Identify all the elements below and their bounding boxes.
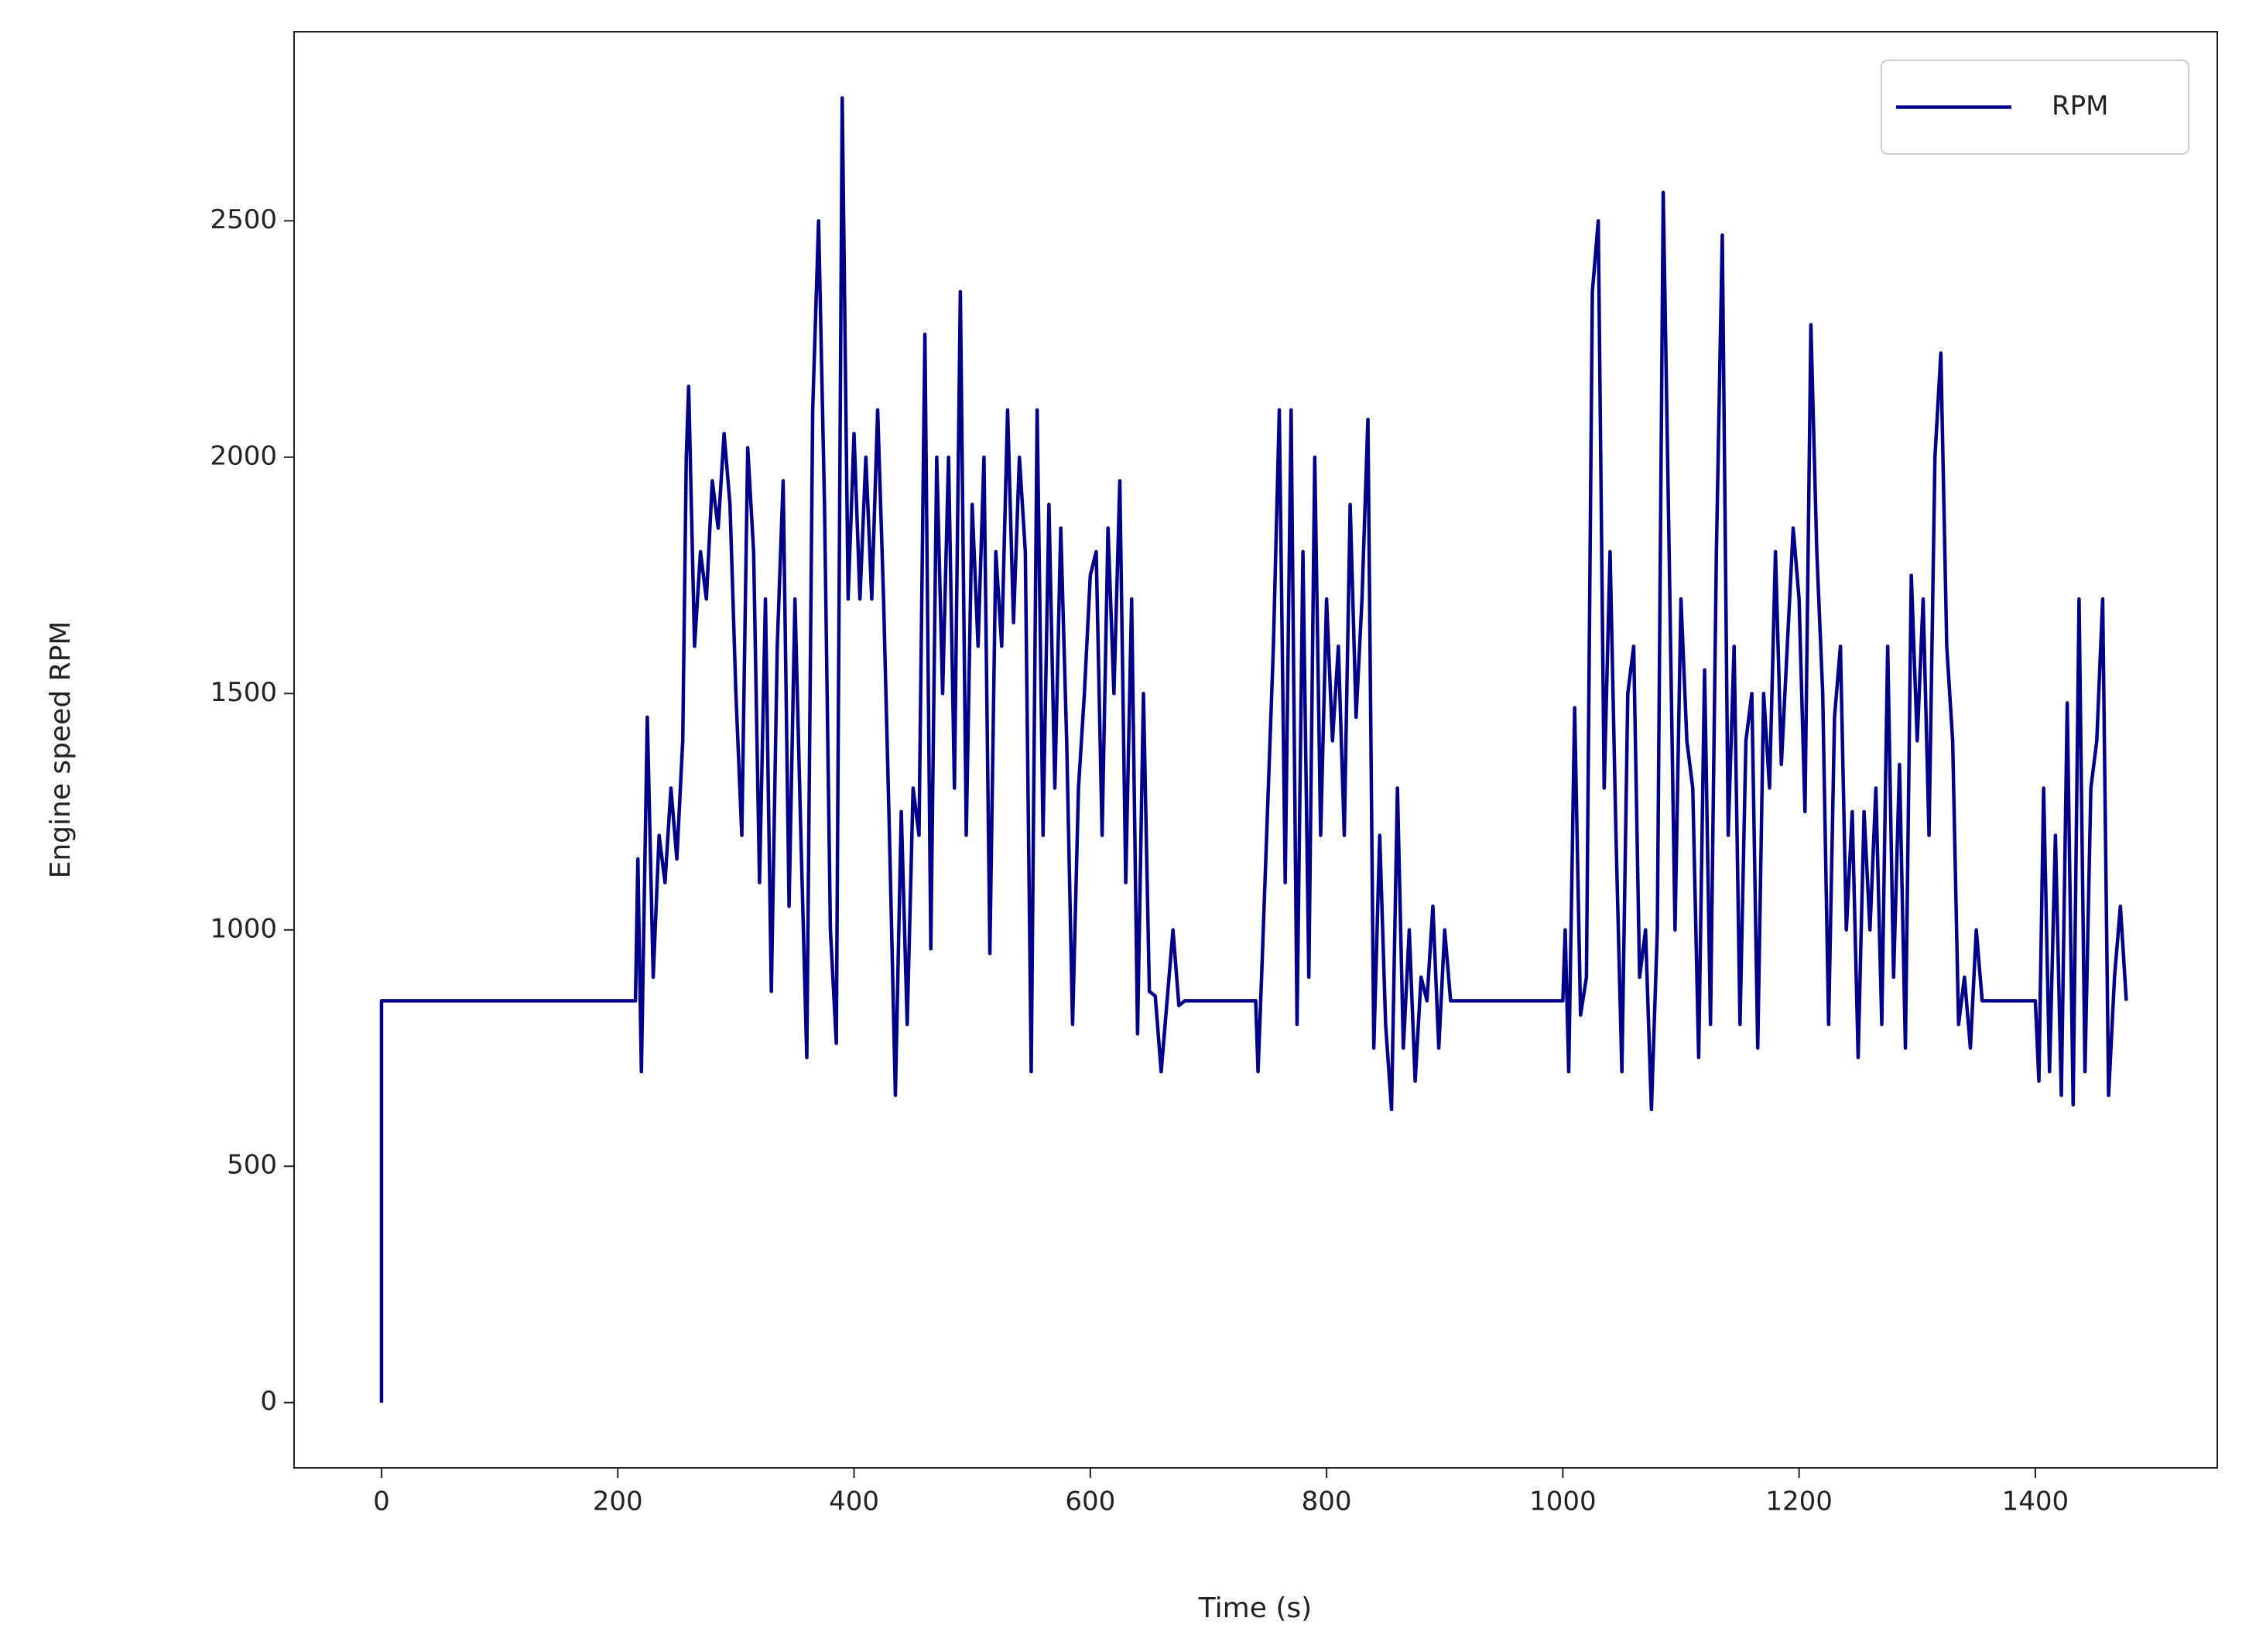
axes-frame [293, 31, 2218, 1469]
x-tick-label: 800 [1302, 1486, 1352, 1517]
x-tick-label: 1000 [1529, 1486, 1597, 1517]
y-tick-label: 0 [260, 1386, 277, 1417]
x-tick-label: 600 [1065, 1486, 1115, 1517]
y-axis-label: Engine speed RPM [45, 621, 77, 879]
x-tick-label: 1200 [1765, 1486, 1833, 1517]
y-tick-label: 1500 [210, 677, 277, 708]
x-tick-label: 0 [373, 1486, 390, 1517]
x-tick-label: 400 [829, 1486, 879, 1517]
y-tick-label: 2000 [210, 440, 277, 471]
legend-label: RPM [2052, 91, 2108, 121]
y-tick-label: 500 [227, 1150, 277, 1181]
x-tick-label: 200 [593, 1486, 643, 1517]
legend-box [1881, 60, 2189, 155]
x-axis-label: Time (s) [1198, 1592, 1312, 1624]
y-tick-label: 2500 [210, 204, 277, 235]
y-tick-label: 1000 [210, 913, 277, 944]
line [379, 96, 2128, 1403]
x-tick-label: 1400 [2002, 1486, 2069, 1517]
